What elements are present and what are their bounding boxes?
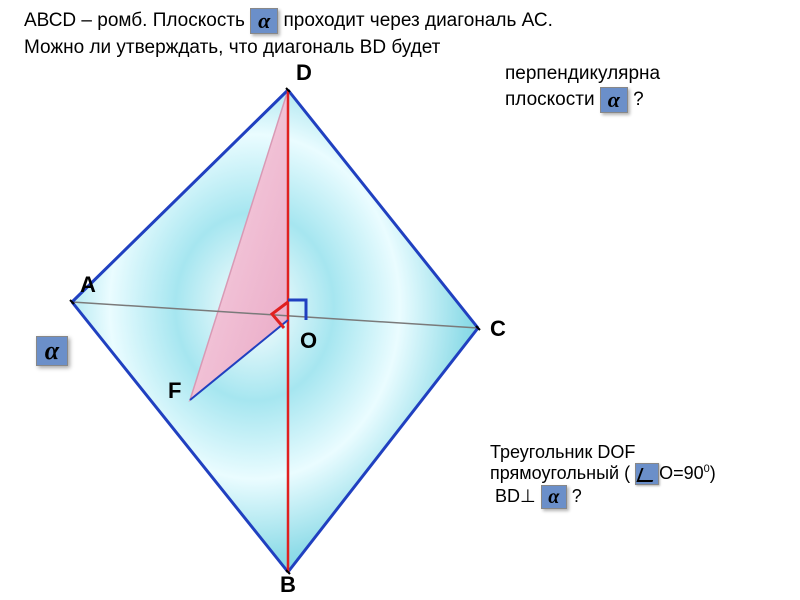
tri-line-3: BD⊥ α ? — [490, 485, 790, 509]
angle-icon — [635, 463, 659, 485]
text-span: прямоугольный ( — [490, 463, 635, 483]
explanation-block: Треугольник DOF прямоугольный ( О=900) B… — [490, 442, 790, 509]
text-span: О=90 — [659, 463, 704, 483]
problem-line-2: Можно ли утверждать, что диагональ BD бу… — [24, 36, 440, 61]
alpha-icon: α — [541, 485, 567, 509]
text-span: ) — [710, 463, 716, 483]
label-f: F — [168, 378, 181, 404]
alpha-icon: α — [250, 8, 278, 34]
text-span: ? — [633, 89, 644, 110]
text-span: плоскости — [505, 89, 600, 110]
text-span: проходит через диагональ АС. — [283, 10, 552, 31]
text-span: BD — [495, 486, 520, 506]
label-b: В — [280, 572, 296, 598]
alpha-icon: α — [36, 336, 68, 366]
geometry-diagram — [0, 0, 800, 600]
problem-line-3: перпендикулярна плоскости α ? — [505, 62, 660, 113]
label-a: А — [80, 272, 96, 298]
label-c: С — [490, 316, 506, 342]
label-o: О — [300, 328, 317, 354]
tri-line-2: прямоугольный ( О=900) — [490, 463, 790, 485]
perp-symbol: ⊥ — [520, 486, 536, 506]
label-d: D — [296, 60, 312, 86]
text-span: ? — [572, 486, 582, 506]
text-span: Можно ли утверждать, что диагональ BD бу… — [24, 37, 440, 58]
alpha-icon: α — [600, 87, 628, 113]
tri-line-1: Треугольник DOF — [490, 442, 790, 463]
text-span: АВСD – ромб. Плоскость — [24, 10, 250, 31]
problem-line-1: АВСD – ромб. Плоскость α проходит через … — [24, 8, 553, 34]
text-span: перпендикулярна — [505, 62, 660, 87]
